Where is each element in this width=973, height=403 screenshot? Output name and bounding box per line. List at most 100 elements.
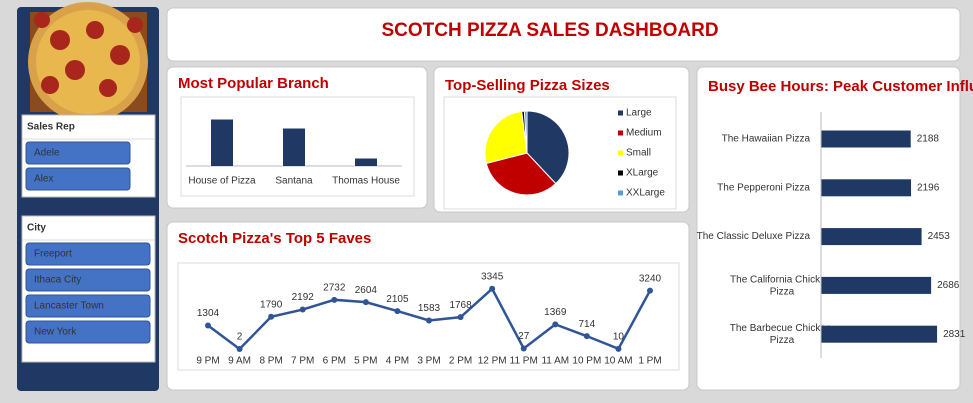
slicer-title: City xyxy=(27,223,46,234)
legend-label: XLarge xyxy=(626,168,659,179)
line-point xyxy=(647,287,653,294)
data-label: 10 xyxy=(613,331,625,342)
chart-title: Most Popular Branch xyxy=(178,75,329,92)
bar xyxy=(283,128,305,166)
data-label: 3345 xyxy=(481,271,504,282)
slicer-item[interactable] xyxy=(25,268,151,292)
data-label: 1790 xyxy=(260,299,283,310)
slicer-item-label[interactable]: Lancaster Town xyxy=(34,301,104,312)
x-tick-label: 6 PM xyxy=(323,356,346,367)
x-tick-label: 7 PM xyxy=(291,356,314,367)
x-tick-label: 1 PM xyxy=(638,356,661,367)
line-point xyxy=(268,313,275,320)
slicer-item-label[interactable]: Freeport xyxy=(34,249,72,260)
dashboard-title: SCOTCH PIZZA SALES DASHBOARD xyxy=(381,20,718,41)
data-label: 3240 xyxy=(639,273,662,284)
legend-label: Small xyxy=(626,148,651,159)
data-label: 1768 xyxy=(449,300,472,311)
slicer-item[interactable] xyxy=(25,320,151,344)
line-point xyxy=(331,296,338,303)
data-label: 2196 xyxy=(917,182,940,193)
slicer-item[interactable] xyxy=(25,294,151,318)
data-label: 1583 xyxy=(418,303,441,314)
bar xyxy=(821,179,912,197)
bar xyxy=(821,276,932,294)
legend-label: Medium xyxy=(626,128,662,139)
line-point xyxy=(457,314,464,321)
pie-slice xyxy=(484,110,528,165)
slicer-item-label[interactable]: Ithaca City xyxy=(34,275,81,286)
plot-area xyxy=(180,96,415,197)
slicer-item[interactable] xyxy=(25,167,131,191)
data-label: 1369 xyxy=(544,307,567,318)
legend-label: Large xyxy=(626,108,652,119)
plot-area xyxy=(443,96,677,210)
data-label: 1304 xyxy=(197,308,220,319)
pizza-image xyxy=(28,2,148,122)
slicer-item[interactable] xyxy=(25,242,151,266)
slicer-item-label[interactable]: Alex xyxy=(34,174,53,185)
bar xyxy=(821,130,911,148)
y-tick-label: The Hawaiian Pizza xyxy=(722,134,811,145)
chart-title: Top-Selling Pizza Sizes xyxy=(445,77,610,94)
x-tick-label: 9 AM xyxy=(228,356,251,367)
data-label: 2831 xyxy=(943,329,966,340)
line-point xyxy=(236,345,243,352)
legend-swatch xyxy=(618,110,623,116)
y-tick-label: The California Chicken Pizza xyxy=(730,274,834,297)
bar xyxy=(355,158,377,166)
plot-area xyxy=(177,262,680,371)
data-label: 2 xyxy=(237,332,243,343)
x-tick-label: 9 PM xyxy=(196,356,219,367)
bar xyxy=(821,228,922,246)
x-tick-label: 11 AM xyxy=(541,356,569,367)
x-tick-label: 2 PM xyxy=(449,356,472,367)
x-tick-label: 10 PM xyxy=(572,356,601,367)
line-point xyxy=(205,322,211,329)
data-label: 2686 xyxy=(937,280,960,291)
x-tick-label: Thomas House xyxy=(332,176,400,187)
data-label: 714 xyxy=(579,319,596,330)
slicer-title: Sales Rep xyxy=(27,122,75,133)
x-tick-label: 12 PM xyxy=(478,356,507,367)
slicer-item-label[interactable]: New York xyxy=(34,327,77,338)
pie-slice xyxy=(485,152,557,196)
x-tick-label: 10 AM xyxy=(604,356,632,367)
x-tick-label: House of Pizza xyxy=(188,176,256,187)
slicer-item[interactable] xyxy=(25,141,131,165)
line-point xyxy=(362,299,369,306)
data-label: 2732 xyxy=(323,282,346,293)
header-panel xyxy=(166,7,961,62)
line-point xyxy=(426,317,432,324)
x-tick-label: 3 PM xyxy=(417,356,440,367)
line-point xyxy=(299,306,306,313)
slicer-item-label[interactable]: Adele xyxy=(34,148,60,159)
bar xyxy=(821,325,938,343)
data-label: 27 xyxy=(518,331,530,342)
data-label: 2192 xyxy=(292,292,315,303)
data-label: 2188 xyxy=(917,134,940,145)
legend-swatch xyxy=(618,170,623,176)
y-tick-label: The Pepperoni Pizza xyxy=(717,182,810,193)
pie-slice xyxy=(526,110,570,185)
line-point xyxy=(394,308,401,315)
chart-title: Busy Bee Hours: Peak Customer Influx xyxy=(708,78,973,95)
line-point xyxy=(489,285,496,292)
line-point xyxy=(615,345,622,352)
y-tick-label: The Classic Deluxe Pizza xyxy=(697,231,811,242)
hours-panel xyxy=(166,221,690,391)
x-tick-label: 11 PM xyxy=(510,356,538,367)
data-label: 2604 xyxy=(355,285,378,296)
legend-swatch xyxy=(618,150,623,156)
y-tick-label: The Barbecue Chicken Pizza xyxy=(730,323,835,346)
legend-swatch xyxy=(618,130,623,136)
x-tick-label: 4 PM xyxy=(386,356,409,367)
chart-title: Scotch Pizza's Top 5 Faves xyxy=(178,230,371,247)
legend-swatch xyxy=(618,190,623,196)
legend-label: XXLarge xyxy=(626,188,665,199)
bar xyxy=(211,119,233,166)
x-tick-label: 5 PM xyxy=(354,356,377,367)
line-point xyxy=(520,345,527,352)
line-point xyxy=(552,321,559,328)
